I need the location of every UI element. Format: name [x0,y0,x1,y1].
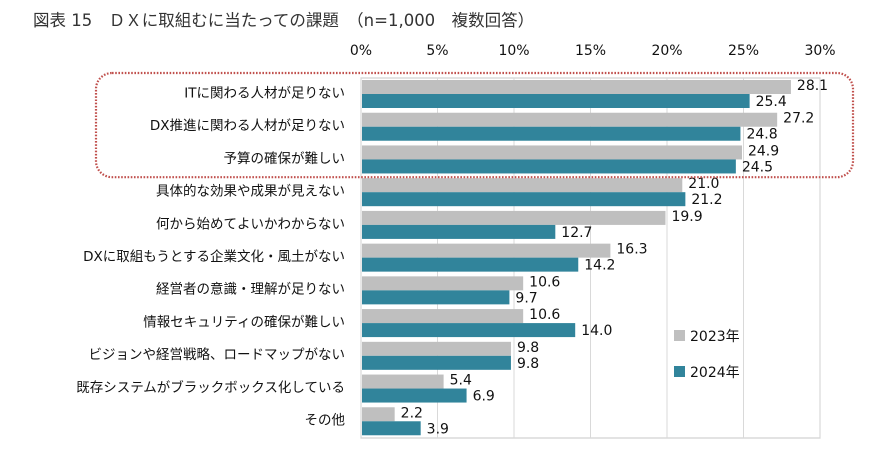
data-labels: 28.1 25.427.2 24.824.924.5 21.021.219.9 12.7… [401,78,828,437]
legend-swatch-2024年 [674,366,685,377]
x-axis-ticks: 0% 5% 10% 15% 20% 25% 30% [350,43,836,59]
bar-2023年 [362,243,611,258]
x-tick-label: 25% [728,43,759,59]
bar-2023年 [362,309,524,324]
bar-2024年 [362,126,741,141]
data-label: 27.2 [783,111,814,127]
category-labels: ITに関わる人材が足りない DX推進に関わる人材が足りない予算の確保が難しい具体的… [76,85,345,428]
bar-2024年 [362,257,579,272]
data-label: 16.3 [616,242,647,258]
bar-2023年 [362,178,683,193]
bar-2024年 [362,421,421,436]
data-label: 12.7 [561,225,592,241]
bar-2023年 [362,407,395,422]
category-label: その他 [305,413,346,429]
data-label: 9.8 [517,356,539,372]
data-label: 9.8 [517,340,539,356]
data-label: 2.2 [401,405,423,421]
legend-label: 2024年 [690,365,740,381]
data-label: 21.2 [691,192,722,208]
bar-2023年 [362,145,742,160]
bar-2024年 [362,159,736,174]
bar-2024年 [362,224,556,239]
bar-2024年 [362,290,510,305]
highlight-dotted-box [94,71,855,179]
bar-2023年 [362,80,791,94]
category-label: 経営者の意識・理解が足りない [156,281,345,298]
bar-2023年 [362,112,778,127]
bars [362,80,791,436]
category-label: ビジョンや経営戦略、ロードマップがない [89,347,346,363]
data-label: 3.9 [427,421,449,437]
bar-2024年 [362,192,686,207]
category-label: 具体的な効果や成果が見えない [156,184,345,200]
legend: 2023年 2024年 [674,329,740,381]
x-tick-label: 5% [426,43,448,59]
bar-2024年 [362,388,467,403]
data-label: 25.4 [756,94,787,110]
category-label: 既存システムがブラックボックス化している [76,379,345,396]
highlight-box [94,71,855,179]
chart-title: 図表 15 ＤＸに取組むに当たっての課題 （n=1,000 複数回答） [33,11,534,30]
category-label: DX推進に関わる人材が足りない [150,118,345,134]
bar-2023年 [362,374,444,389]
data-label: 14.0 [581,323,612,339]
x-tick-label: 10% [498,43,529,59]
data-label: 28.1 [797,78,828,94]
legend-swatch-2023年 [674,330,685,341]
data-label: 19.9 [671,209,702,225]
x-tick-label: 15% [575,43,606,59]
category-label: ITに関わる人材が足りない [184,85,345,101]
data-label: 24.9 [748,143,779,159]
data-label: 24.5 [742,159,773,175]
category-label: 情報セキュリティの確保が難しい [143,314,345,330]
data-label: 24.8 [746,127,777,143]
bar-2024年 [362,355,511,370]
data-label: 10.6 [529,274,560,290]
data-label: 5.4 [450,373,472,389]
bar-2023年 [362,210,666,225]
bar-2023年 [362,341,511,356]
x-tick-label: 20% [651,43,682,59]
bar-2023年 [362,276,524,291]
bar-2024年 [362,94,750,108]
x-tick-label: 30% [804,43,835,59]
bar-2024年 [362,323,576,338]
legend-label: 2023年 [690,329,740,345]
data-label: 10.6 [529,307,560,323]
category-label: 何から始めてよいかわからない [156,216,345,232]
category-label: DXに取組もうとする企業文化・風土がない [83,248,345,265]
x-tick-label: 0% [350,43,372,59]
data-label: 21.0 [688,176,719,192]
data-label: 6.9 [473,389,495,405]
data-label: 14.2 [584,258,615,274]
category-label: 予算の確保が難しい [224,151,346,167]
data-label: 9.7 [515,290,537,306]
